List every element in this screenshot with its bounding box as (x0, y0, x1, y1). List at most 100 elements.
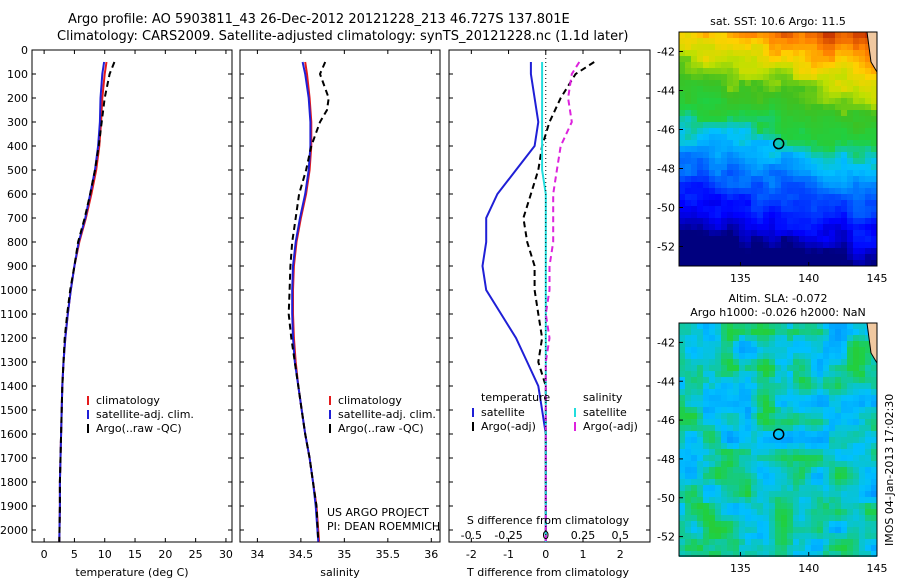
sla-map-cell (781, 491, 787, 497)
sst-map-cell (685, 98, 691, 104)
sst-map-cell (781, 38, 787, 44)
sla-map-cell (745, 491, 751, 497)
sst-map-cell (685, 68, 691, 74)
sst-map-cell (835, 80, 841, 86)
difference-xlabel-top: S difference from climatology (467, 514, 630, 527)
sla-map-cell (835, 389, 841, 395)
sla-map-cell (763, 437, 769, 443)
sla-map-cell (757, 461, 763, 467)
sst-map-cell (787, 134, 793, 140)
sla-map-cell (775, 395, 781, 401)
sst-map-cell (787, 170, 793, 176)
sst-map-cell (727, 146, 733, 152)
sst-map-cell (745, 206, 751, 212)
sst-map-cell (739, 80, 745, 86)
sst-map-cell (847, 56, 853, 62)
sla-map-cell (697, 521, 703, 527)
sst-map-cell (709, 260, 715, 266)
sst-map-cell (727, 38, 733, 44)
sla-map-cell (703, 443, 709, 449)
sst-map-cell (763, 200, 769, 206)
sla-map-cell (847, 335, 853, 341)
sla-map-cell (823, 407, 829, 413)
sla-map-cell (751, 449, 757, 455)
sst-map-cell (823, 68, 829, 74)
sst-map-cell (871, 182, 877, 188)
sst-map-cell (751, 116, 757, 122)
sst-map-cell (751, 38, 757, 44)
sla-map-cell (847, 521, 853, 527)
sst-map-cell (829, 140, 835, 146)
sst-map-cell (859, 158, 865, 164)
sst-map-cell (823, 170, 829, 176)
difference-s-tick-label: -0.5 (461, 529, 482, 542)
sla-map-cell (721, 467, 727, 473)
sla-map-cell (733, 401, 739, 407)
sla-map-cell (715, 329, 721, 335)
sla-map-cell (829, 437, 835, 443)
sla-map-cell (703, 521, 709, 527)
sla-map-cell (799, 449, 805, 455)
sla-map-cell (799, 425, 805, 431)
sla-map-frame (678, 322, 878, 557)
sst-map-cell (769, 212, 775, 218)
sla-map-cell (805, 341, 811, 347)
sst-map-cell (829, 164, 835, 170)
sla-map-cell (847, 371, 853, 377)
sst-map-cell (727, 236, 733, 242)
sst-map-cell (793, 176, 799, 182)
sla-map-cell (751, 413, 757, 419)
sst-map-cell (679, 140, 685, 146)
sst-map-cell (691, 170, 697, 176)
sla-map-cell (787, 389, 793, 395)
sla-map-cell (859, 449, 865, 455)
sst-map-cell (709, 140, 715, 146)
sla-map-cell (745, 443, 751, 449)
sst-map-cell (829, 218, 835, 224)
sst-map-cell (799, 110, 805, 116)
sla-map-cell (703, 425, 709, 431)
sla-map-cell (709, 401, 715, 407)
sla-map-cell (847, 485, 853, 491)
sla-map-cell (781, 347, 787, 353)
sst-map-cell (793, 164, 799, 170)
sla-map-cell (871, 419, 877, 425)
sst-map-cell (775, 152, 781, 158)
sla-map-cell (829, 425, 835, 431)
sst-map-cell (679, 200, 685, 206)
sla-map-cell (799, 329, 805, 335)
sla-map-cell (811, 347, 817, 353)
sst-map-cell (829, 122, 835, 128)
sla-map-cell (793, 395, 799, 401)
sst-map-cell (751, 260, 757, 266)
sst-map-cell (829, 200, 835, 206)
sst-map-cell (841, 86, 847, 92)
sla-map-cell (811, 443, 817, 449)
sla-map-cell (781, 329, 787, 335)
sst-map-cell (751, 206, 757, 212)
sst-map-cell (805, 236, 811, 242)
sst-map-cell (685, 188, 691, 194)
temperature-panel-ytick-label: 1000 (0, 284, 28, 297)
sla-map-cell (721, 443, 727, 449)
sla-map-cell (805, 401, 811, 407)
sla-map-cell (835, 539, 841, 545)
sst-map-cell (829, 92, 835, 98)
sla-map-cell (727, 401, 733, 407)
sst-map-cell (763, 248, 769, 254)
sla-map-cell (733, 533, 739, 539)
sst-map-cell (799, 92, 805, 98)
sla-map-cell (865, 461, 871, 467)
sst-map-cell (763, 44, 769, 50)
sla-map-cell (847, 539, 853, 545)
sst-map-cell (787, 56, 793, 62)
sst-map-cell (817, 236, 823, 242)
sla-map-cell (811, 473, 817, 479)
sst-map-cell (841, 260, 847, 266)
sla-map-cell (817, 545, 823, 551)
sst-map-cell (691, 110, 697, 116)
sla-map-cell (733, 461, 739, 467)
sla-map-cell (697, 395, 703, 401)
sla-map-cell (799, 509, 805, 515)
sla-map-cell (703, 377, 709, 383)
